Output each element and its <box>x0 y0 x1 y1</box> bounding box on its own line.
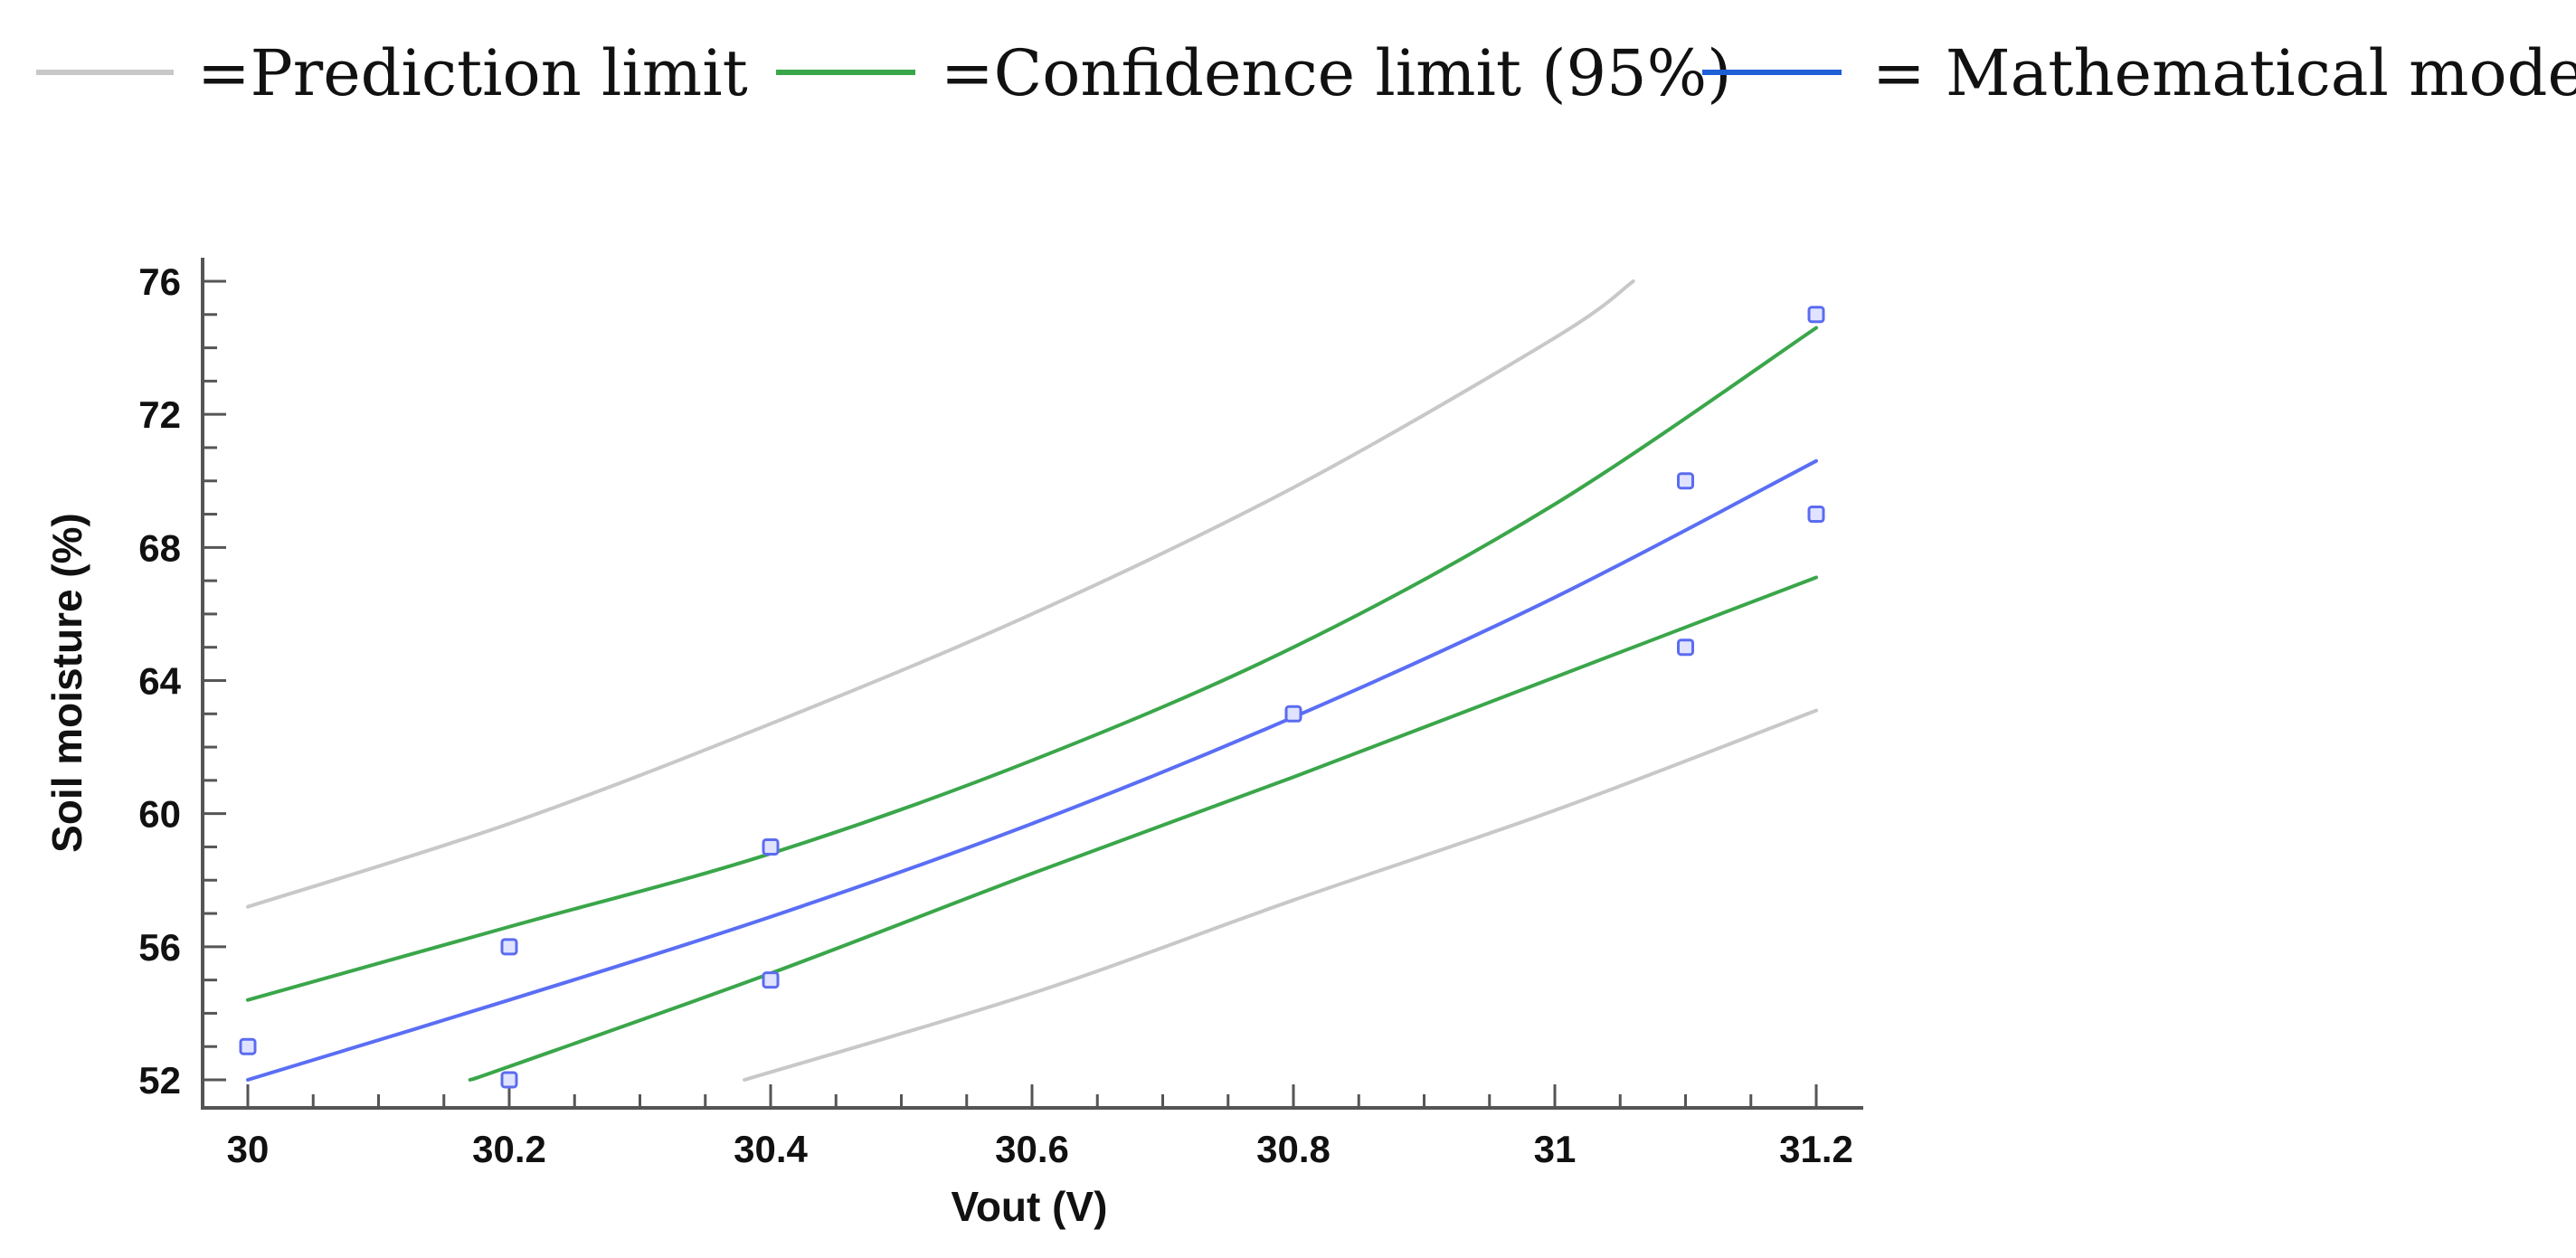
y-tick-label: 56 <box>138 926 181 969</box>
data-point <box>239 1037 257 1055</box>
x-tick-label: 30.4 <box>734 1128 808 1170</box>
legend-label-prediction: =Prediction limit <box>197 36 748 110</box>
series-line-confidence-limit-upper <box>246 326 1818 1002</box>
x-ticks: 30 30.2 30.4 30.6 30.8 31 31.2 <box>227 1084 1853 1170</box>
data-point <box>500 1071 518 1089</box>
data-point <box>1284 705 1302 723</box>
y-tick-label: 52 <box>138 1059 181 1102</box>
y-tick-label: 68 <box>138 526 181 569</box>
data-point <box>1807 506 1825 524</box>
data-point <box>762 971 780 989</box>
y-ticks: 52 56 60 64 68 72 76 <box>138 260 226 1102</box>
y-tick-label: 72 <box>138 393 181 436</box>
data-point <box>500 938 518 956</box>
data-point <box>1807 306 1825 324</box>
series-line-prediction-limit-lower <box>743 708 1818 1082</box>
data-point <box>1677 472 1694 490</box>
x-tick-label: 30.8 <box>1256 1128 1331 1170</box>
y-axis-title: Soil moisture (%) <box>43 513 90 853</box>
series-line-confidence-limit-lower <box>468 575 1818 1082</box>
x-tick-label: 30.2 <box>472 1128 546 1170</box>
data-point <box>1677 638 1694 657</box>
x-axis-title: Vout (V) <box>952 1183 1108 1230</box>
legend: =Prediction limit =Confidence limit (95%… <box>36 36 2576 110</box>
legend-label-model: = Mathematical model <box>1872 36 2576 110</box>
curves <box>246 279 1818 1082</box>
axes <box>201 258 1863 1110</box>
x-tick-label: 31.2 <box>1779 1128 1853 1170</box>
x-tick-label: 30 <box>227 1128 270 1170</box>
y-tick-label: 64 <box>138 660 181 703</box>
x-tick-label: 30.6 <box>995 1128 1069 1170</box>
data-points <box>239 306 1825 1089</box>
series-line-prediction-limit-upper <box>246 279 1635 909</box>
series-line-mathematical-model <box>246 459 1818 1082</box>
x-tick-label: 31 <box>1534 1128 1577 1170</box>
y-tick-label: 76 <box>138 260 181 303</box>
y-tick-label: 60 <box>138 793 181 836</box>
legend-label-confidence: =Confidence limit (95%) <box>941 36 1731 110</box>
data-point <box>762 837 780 856</box>
